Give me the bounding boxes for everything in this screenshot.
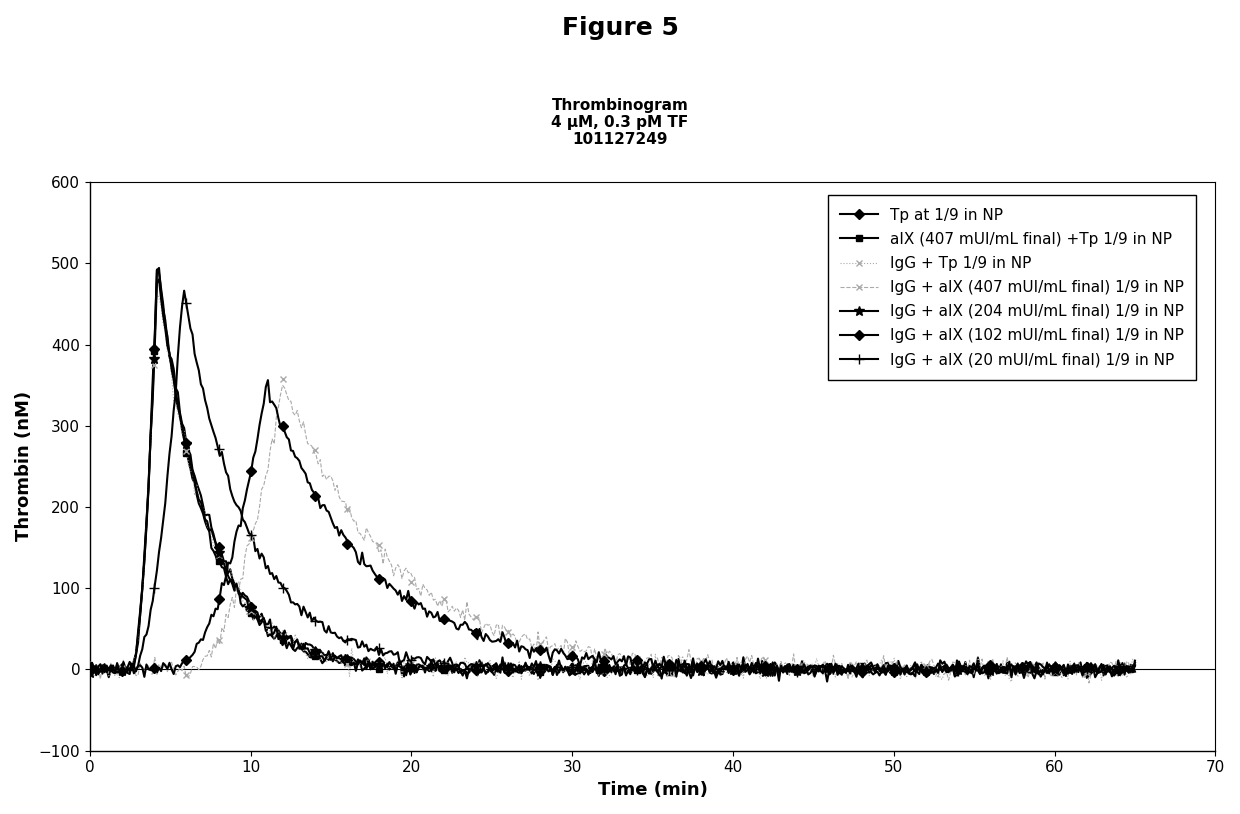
X-axis label: Time (min): Time (min) [598,781,708,799]
Y-axis label: Thrombin (nM): Thrombin (nM) [15,392,33,541]
Text: Thrombinogram
4 μM, 0.3 pM TF
101127249: Thrombinogram 4 μM, 0.3 pM TF 101127249 [552,98,688,147]
Text: Figure 5: Figure 5 [562,16,678,40]
Legend: Tp at 1/9 in NP, aIX (407 mUI/mL final) +Tp 1/9 in NP, IgG + Tp 1/9 in NP, IgG +: Tp at 1/9 in NP, aIX (407 mUI/mL final) … [828,195,1197,380]
